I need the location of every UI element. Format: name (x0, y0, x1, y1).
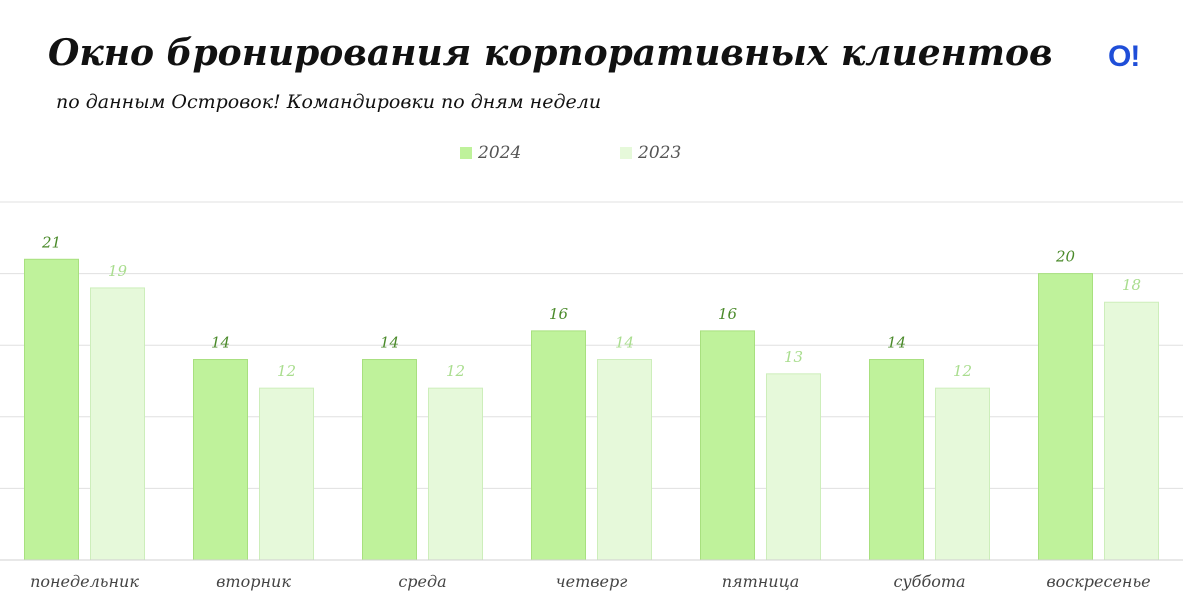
chart-subtitle: по данным Островок! Командировки по дням… (56, 91, 602, 113)
data-label-2023-6: 18 (1122, 276, 1141, 294)
bar-2024-3 (531, 330, 586, 561)
legend-item-2024: 2024 (460, 143, 521, 163)
bar-2024-4 (700, 330, 755, 561)
x-tick-label-1: вторник (216, 572, 291, 591)
bar-2024-6 (1038, 273, 1093, 561)
data-label-2023-4: 13 (784, 348, 803, 366)
bar-2023-4 (766, 373, 821, 561)
data-label-2024-3: 16 (549, 305, 569, 323)
data-label-2024-4: 16 (718, 305, 738, 323)
x-tick-label-5: суббота (893, 572, 965, 591)
bar-2023-0 (90, 287, 145, 561)
legend: 2024 2023 (0, 143, 1183, 167)
x-tick-label-6: воскресенье (1046, 572, 1150, 591)
x-tick-label-2: среда (398, 572, 446, 591)
x-tick-label-0: понедельник (30, 572, 139, 591)
bar-2023-6 (1104, 301, 1159, 561)
bar-2024-5 (869, 359, 924, 561)
data-label-2023-0: 19 (108, 262, 128, 280)
legend-label-2024: 2024 (478, 143, 522, 163)
data-label-2024-5: 14 (887, 334, 906, 352)
data-label-2024-1: 14 (211, 334, 230, 352)
legend-swatch-2024 (460, 147, 472, 159)
x-tick-label-3: четверг (556, 572, 628, 591)
legend-item-2023: 2023 (620, 143, 681, 163)
bar-2024-1 (193, 359, 248, 561)
bar-2023-3 (597, 359, 652, 561)
bar-2024-0 (24, 258, 79, 561)
x-tick-label-4: пятница (722, 572, 800, 591)
data-label-2024-2: 14 (380, 334, 399, 352)
legend-swatch-2023 (620, 147, 632, 159)
bar-2023-1 (259, 387, 314, 561)
bar-2023-2 (428, 387, 483, 561)
data-label-2023-3: 14 (615, 334, 634, 352)
legend-label-2023: 2023 (638, 143, 682, 163)
ostrovok-logo: O! (1108, 40, 1140, 73)
data-label-2023-5: 12 (953, 362, 972, 380)
bar-chart: 21 19 понедельник 14 12 вторник 14 12 среда 16 14 ч… (0, 201, 1183, 591)
data-label-2023-2: 12 (446, 362, 465, 380)
bar-2024-2 (362, 359, 417, 561)
data-label-2024-0: 21 (41, 233, 61, 251)
data-label-2024-6: 20 (1055, 248, 1076, 266)
data-label-2023-1: 12 (277, 362, 296, 380)
chart-title: Окно бронирования корпоративных клиентов (48, 32, 1053, 74)
bar-2023-5 (935, 387, 990, 561)
